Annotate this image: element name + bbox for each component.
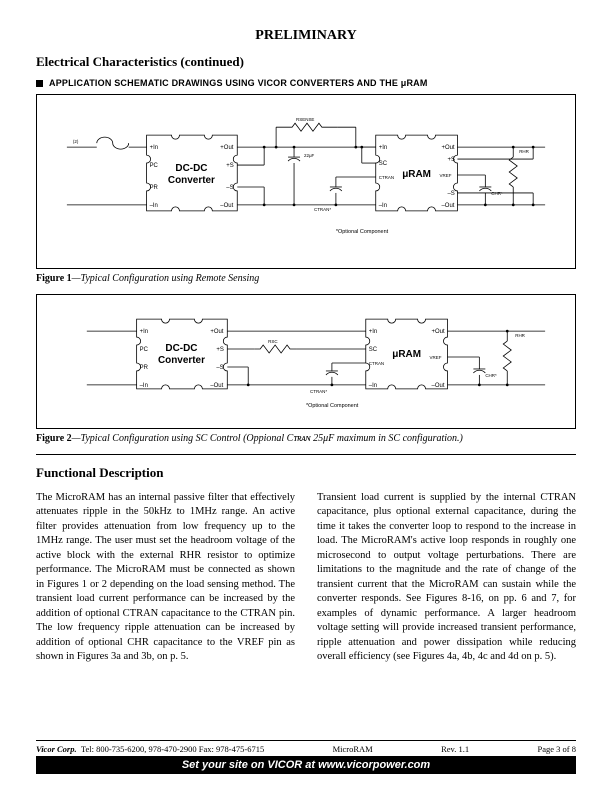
application-bar: APPLICATION SCHEMATIC DRAWINGS USING VIC…: [36, 78, 576, 88]
figure-2-caption: Figure 2—Typical Configuration using SC …: [36, 433, 576, 444]
divider-rule: [36, 454, 576, 455]
figure-1-frame: DC-DC Converter μRAM (2) +In PC PR –In +…: [36, 94, 576, 269]
svg-text:PR: PR: [150, 185, 159, 191]
figure-1-caption: Figure 1—Typical Configuration using Rem…: [36, 273, 576, 284]
svg-text:–Out: –Out: [441, 203, 454, 209]
column-1: The MicroRAM has an internal passive fil…: [36, 491, 295, 665]
svg-text:–Out: –Out: [210, 383, 223, 389]
svg-text:CHR*: CHR*: [485, 373, 497, 378]
svg-text:CHR*: CHR*: [491, 191, 503, 196]
svg-text:–In: –In: [379, 203, 387, 209]
svg-text:+In: +In: [379, 145, 387, 151]
svg-text:+S: +S: [226, 163, 233, 169]
column-2: Transient load current is supplied by th…: [317, 491, 576, 665]
svg-text:RHR: RHR: [515, 333, 525, 338]
svg-text:(2): (2): [73, 139, 79, 144]
figure-2-frame: DC-DC Converter μRAM +In PC PR –In +Out …: [36, 294, 576, 429]
svg-text:RHR: RHR: [519, 149, 529, 154]
footer-bar: Set your site on VICOR at www.vicorpower…: [36, 756, 576, 774]
svg-text:–In: –In: [140, 383, 148, 389]
svg-text:VREF: VREF: [440, 173, 452, 178]
svg-text:SC: SC: [379, 161, 388, 167]
svg-text:PC: PC: [140, 347, 149, 353]
svg-text:CTRAN: CTRAN: [379, 175, 394, 180]
svg-text:*Optional Component: *Optional Component: [306, 403, 359, 409]
figure-2-schematic: DC-DC Converter μRAM +In PC PR –In +Out …: [37, 295, 575, 423]
svg-text:RSC: RSC: [268, 339, 278, 344]
svg-text:DC-DC: DC-DC: [165, 343, 197, 354]
preliminary-header: PRELIMINARY: [36, 28, 576, 44]
svg-text:RSENSE: RSENSE: [296, 117, 314, 122]
svg-text:CTRAN*: CTRAN*: [310, 389, 327, 394]
svg-text:PC: PC: [150, 163, 159, 169]
section-title: Electrical Characteristics (continued): [36, 54, 576, 70]
svg-text:22μF: 22μF: [304, 153, 315, 158]
svg-text:Converter: Converter: [158, 355, 205, 366]
application-title: APPLICATION SCHEMATIC DRAWINGS USING VIC…: [49, 78, 428, 88]
svg-text:SC: SC: [369, 347, 378, 353]
svg-text:*Optional Component: *Optional Component: [336, 229, 389, 235]
svg-text:CTRAN*: CTRAN*: [314, 207, 331, 212]
svg-text:+Out: +Out: [220, 145, 233, 151]
svg-text:Converter: Converter: [168, 175, 215, 186]
svg-text:–In: –In: [150, 203, 158, 209]
svg-text:–Out: –Out: [432, 383, 445, 389]
svg-text:+In: +In: [369, 329, 377, 335]
svg-text:+S: +S: [216, 347, 223, 353]
footer: Vicor Corp. Tel: 800-735-6200, 978-470-2…: [36, 740, 576, 754]
functional-description-title: Functional Description: [36, 465, 576, 481]
svg-text:DC-DC: DC-DC: [175, 163, 207, 174]
svg-text:–S: –S: [216, 365, 223, 371]
svg-text:+In: +In: [150, 145, 158, 151]
svg-text:–S: –S: [226, 185, 233, 191]
svg-text:PR: PR: [140, 365, 149, 371]
svg-text:+S: +S: [447, 157, 454, 163]
svg-text:+Out: +Out: [210, 329, 223, 335]
body-columns: The MicroRAM has an internal passive fil…: [36, 491, 576, 665]
svg-text:CTRAN: CTRAN: [369, 361, 384, 366]
svg-text:VREF: VREF: [430, 355, 442, 360]
svg-text:–In: –In: [369, 383, 377, 389]
svg-text:–Out: –Out: [220, 203, 233, 209]
svg-text:–S: –S: [447, 191, 454, 197]
svg-text:μRAM: μRAM: [392, 349, 421, 360]
svg-text:+Out: +Out: [441, 145, 454, 151]
bullet-square: [36, 80, 43, 87]
svg-text:+In: +In: [140, 329, 148, 335]
svg-text:+Out: +Out: [432, 329, 445, 335]
figure-1-schematic: DC-DC Converter μRAM (2) +In PC PR –In +…: [37, 95, 575, 263]
svg-text:μRAM: μRAM: [402, 169, 431, 180]
